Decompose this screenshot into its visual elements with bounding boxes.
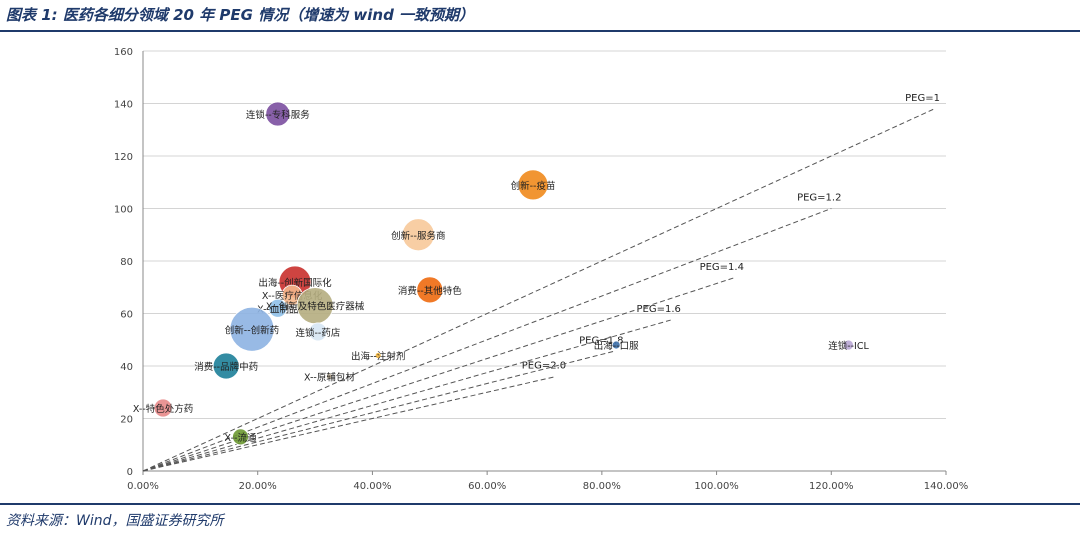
bubble-point bbox=[374, 352, 382, 359]
peg-line-label: PEG=1.6 bbox=[636, 304, 680, 315]
peg-reference-line bbox=[142, 376, 557, 472]
x-tick-label: 20.00% bbox=[239, 481, 277, 492]
title-divider bbox=[0, 30, 1080, 32]
source-divider bbox=[0, 503, 1080, 505]
bubble-label: 创新--疫苗 bbox=[511, 180, 556, 192]
y-tick-label: 160 bbox=[114, 47, 133, 58]
bubble-point bbox=[229, 306, 275, 352]
bubble-label: X--血制品 bbox=[257, 303, 298, 315]
peg-line-label: PEG=1.4 bbox=[700, 262, 744, 273]
x-tick-label: 0.00% bbox=[127, 481, 159, 492]
bubble-point bbox=[232, 428, 249, 446]
bubble-label: X--创新及特色医疗器械 bbox=[266, 301, 365, 313]
peg-reference-line bbox=[142, 208, 832, 472]
peg-line-label: PEG=1.8 bbox=[579, 335, 623, 346]
bubble-point bbox=[212, 352, 240, 380]
x-tick-label: 120.00% bbox=[809, 481, 854, 492]
bubble-label: 创新--创新药 bbox=[225, 324, 279, 336]
peg-reference-line bbox=[142, 108, 935, 472]
y-tick-label: 40 bbox=[120, 362, 133, 373]
x-tick-label: 40.00% bbox=[353, 481, 391, 492]
bubble-point bbox=[517, 169, 549, 201]
y-tick-label: 100 bbox=[114, 205, 133, 216]
bubble-point bbox=[611, 340, 621, 350]
bubble-point bbox=[401, 218, 435, 252]
bubble-point bbox=[265, 101, 291, 127]
bubble-label: X--特色处方药 bbox=[133, 403, 193, 415]
peg-line-label: PEG=2.0 bbox=[522, 361, 566, 372]
bubble-point bbox=[416, 276, 444, 304]
peg-reference-line bbox=[142, 319, 671, 472]
bubble-point bbox=[153, 398, 173, 418]
bubble-point bbox=[268, 298, 288, 318]
peg-line-label: PEG=1.2 bbox=[797, 193, 841, 204]
chart-title: 图表 1: 医药各细分领域 20 年 PEG 情况（增速为 wind 一致预期） bbox=[6, 6, 475, 24]
x-tick-label: 140.00% bbox=[924, 481, 969, 492]
bubble-label: 出海--口服 bbox=[594, 340, 639, 352]
x-tick-label: 100.00% bbox=[694, 481, 739, 492]
bubble-label: 创新--服务商 bbox=[391, 230, 445, 242]
bubble-label: 出海--创新国际化 bbox=[258, 277, 332, 289]
y-tick-label: 140 bbox=[114, 100, 133, 111]
peg-line-label: PEG=1 bbox=[905, 93, 940, 104]
bubble-label: 连锁--ICL bbox=[828, 340, 869, 352]
peg-scatter-chart: 0 20 40 60 80 100 120 140 160 0.00% 20.00% 40.00% 60… bbox=[114, 47, 969, 492]
bubble-point bbox=[326, 373, 333, 380]
x-tick-label: 60.00% bbox=[468, 481, 506, 492]
bubble-label: X--流通 bbox=[225, 432, 257, 444]
y-tick-label: 80 bbox=[120, 257, 133, 268]
bubble-label: 连锁--药店 bbox=[296, 327, 341, 339]
bubble-point bbox=[308, 322, 328, 342]
x-tick-label: 80.00% bbox=[583, 481, 621, 492]
peg-reference-line bbox=[142, 350, 614, 472]
bubble-label: X--原辅包材 bbox=[304, 372, 355, 384]
bubble-label: 消费--品牌中药 bbox=[194, 361, 258, 373]
bubble-label: 消费--其他特色 bbox=[398, 285, 462, 297]
bubble-label: 连锁--专科服务 bbox=[246, 109, 310, 121]
y-tick-label: 120 bbox=[114, 152, 133, 163]
bubble-label: 出海--注射剂 bbox=[351, 351, 405, 363]
bubble-point bbox=[843, 339, 854, 351]
y-tick-label: 0 bbox=[127, 467, 133, 478]
source-note: 资料来源：Wind，国盛证券研究所 bbox=[6, 513, 224, 529]
y-tick-label: 60 bbox=[120, 310, 133, 321]
y-tick-label: 20 bbox=[120, 415, 133, 426]
